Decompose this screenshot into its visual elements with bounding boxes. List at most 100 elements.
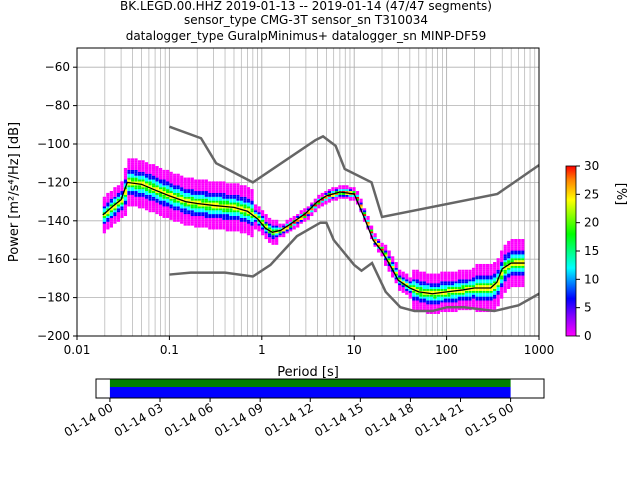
psd-cell — [187, 215, 191, 218]
psd-cell — [384, 250, 388, 253]
psd-cell — [137, 187, 142, 190]
psd-cell — [486, 306, 490, 309]
psd-cell — [246, 191, 251, 193]
psd-cell — [123, 177, 128, 180]
psd-cell — [183, 217, 187, 220]
psd-cell — [116, 185, 121, 188]
psd-cell — [176, 181, 180, 184]
psd-cell — [190, 189, 194, 192]
psd-cell — [422, 296, 426, 299]
psd-cell — [419, 298, 423, 301]
y-tick-label: −120 — [37, 175, 70, 189]
psd-cell — [422, 283, 426, 286]
psd-cell — [426, 275, 430, 278]
psd-cell — [201, 208, 205, 211]
psd-cell — [334, 196, 339, 199]
psd-cell — [468, 292, 472, 295]
psd-cell — [130, 192, 135, 195]
psd-cell — [130, 185, 135, 188]
psd-cell — [130, 162, 135, 165]
psd-cell — [148, 208, 152, 211]
psd-cell — [510, 263, 514, 266]
psd-cell — [373, 233, 377, 236]
psd-cell — [454, 304, 458, 307]
psd-cell — [123, 210, 128, 213]
psd-cell — [429, 275, 433, 278]
psd-cell — [436, 306, 440, 309]
psd-cell — [215, 212, 219, 215]
psd-cell — [155, 175, 159, 178]
psd-cell — [194, 217, 198, 220]
psd-cell — [260, 229, 265, 232]
psd-cell — [113, 215, 117, 218]
psd-cell — [194, 208, 198, 211]
psd-cell — [514, 283, 518, 286]
psd-cell — [517, 246, 521, 249]
psd-cell — [215, 208, 219, 211]
psd-cell — [102, 225, 106, 228]
psd-cell — [419, 302, 423, 305]
psd-cell — [422, 287, 426, 289]
psd-cell — [159, 179, 163, 182]
psd-cell — [215, 215, 219, 218]
psd-cell — [190, 221, 194, 224]
psd-cell — [443, 294, 448, 297]
psd-cell — [345, 189, 349, 192]
psd-cell — [482, 281, 486, 284]
psd-cell — [521, 258, 525, 261]
psd-cell — [201, 202, 205, 205]
y-tick-label: −140 — [37, 214, 70, 228]
psd-cell — [264, 235, 268, 238]
psd-cell — [268, 231, 272, 234]
psd-cell — [415, 269, 419, 272]
psd-cell — [197, 206, 201, 209]
psd-cell — [250, 221, 254, 224]
psd-cell — [155, 181, 159, 184]
psd-cell — [507, 254, 511, 257]
psd-cell — [482, 304, 486, 307]
psd-cell — [211, 198, 215, 201]
psd-cell — [313, 204, 317, 207]
psd-cell — [123, 191, 128, 193]
psd-cell — [412, 275, 416, 278]
psd-cell — [306, 214, 310, 217]
psd-cell — [225, 212, 230, 215]
psd-cell — [454, 277, 458, 280]
psd-cell — [197, 212, 201, 215]
psd-cell — [503, 277, 507, 280]
psd-cell — [387, 252, 391, 255]
psd-cell — [422, 279, 426, 282]
psd-cell — [123, 189, 128, 192]
psd-cell — [159, 169, 163, 172]
psd-cell — [102, 206, 106, 209]
psd-cell — [275, 219, 279, 222]
psd-cell — [500, 263, 504, 266]
psd-cell — [176, 208, 180, 211]
psd-cell — [173, 215, 177, 218]
psd-cell — [468, 269, 472, 272]
psd-cell — [155, 169, 159, 172]
psd-cell — [197, 187, 201, 190]
psd-cell — [408, 279, 412, 282]
psd-cell — [141, 173, 145, 176]
psd-cell — [264, 233, 268, 236]
psd-cell — [215, 217, 219, 220]
psd-cell — [250, 212, 254, 215]
psd-cell — [348, 194, 353, 197]
psd-cell — [183, 196, 187, 199]
psd-cell — [218, 210, 222, 213]
psd-cell — [204, 210, 208, 213]
psd-cell — [517, 258, 521, 261]
psd-cell — [317, 200, 321, 203]
psd-cell — [310, 214, 314, 217]
psd-cell — [436, 275, 440, 278]
psd-cell — [211, 194, 215, 197]
psd-cell — [478, 298, 483, 301]
psd-cell — [408, 285, 412, 288]
psd-cell — [232, 217, 237, 220]
psd-cell — [496, 269, 500, 272]
psd-cell — [180, 214, 184, 217]
psd-cell — [478, 263, 483, 266]
psd-cell — [380, 252, 384, 255]
psd-cell — [120, 189, 124, 192]
